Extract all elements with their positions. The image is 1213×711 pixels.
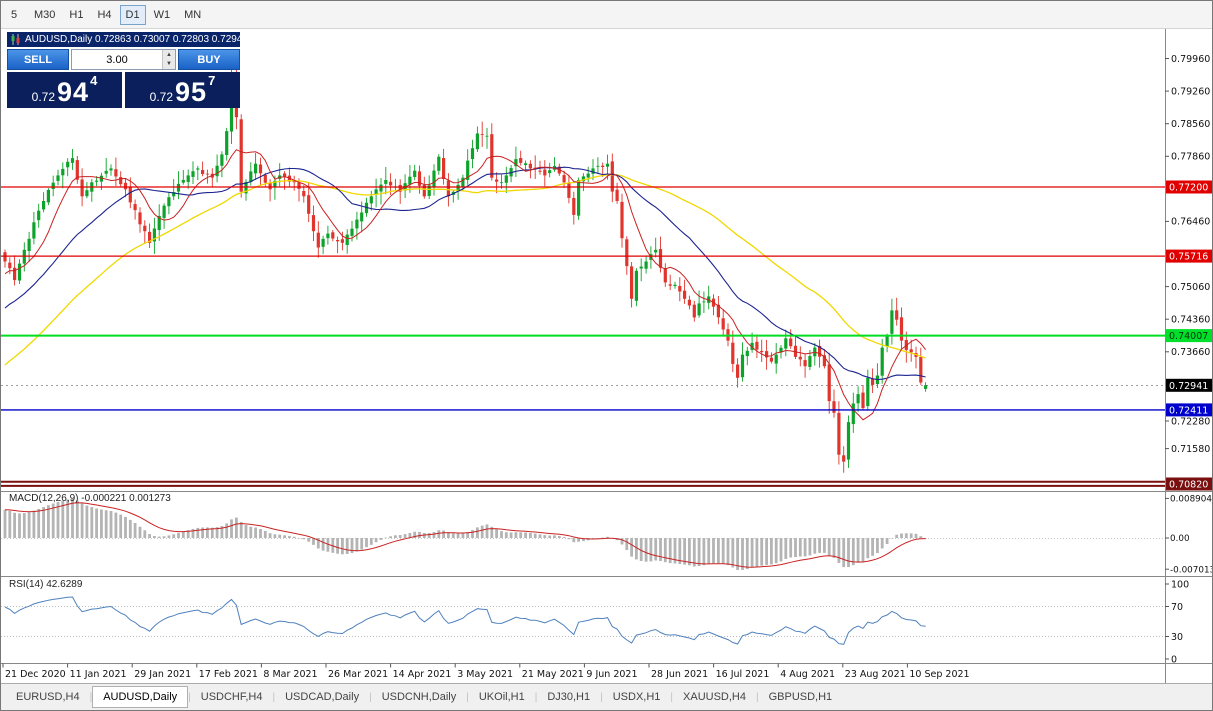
svg-text:0.72941: 0.72941	[1169, 381, 1208, 392]
chart-tab-USDX-H1[interactable]: USDX,H1	[612, 691, 661, 703]
svg-text:0.75060: 0.75060	[1171, 282, 1210, 293]
timeframe-button-5[interactable]: 5	[10, 8, 18, 21]
svg-text:0.72280: 0.72280	[1171, 416, 1210, 427]
svg-text:0.00: 0.00	[1170, 534, 1190, 544]
svg-text:0.74360: 0.74360	[1171, 315, 1210, 326]
svg-text:0.74007: 0.74007	[1169, 331, 1208, 342]
chart-title-text: AUDUSD,Daily 0.72863 0.73007 0.72803 0.7…	[25, 34, 240, 45]
svg-text:70: 70	[1171, 602, 1183, 613]
tab-separator: |	[188, 691, 191, 703]
svg-text:0.75716: 0.75716	[1169, 252, 1208, 263]
svg-text:23 Aug 2021: 23 Aug 2021	[845, 669, 906, 680]
tab-separator: |	[466, 691, 469, 703]
svg-text:0.73660: 0.73660	[1171, 347, 1210, 358]
sell-price-display[interactable]: 0.72 94 4	[7, 72, 122, 108]
chart-tab-AUDUSD-Daily[interactable]: AUDUSD,Daily	[92, 686, 189, 708]
chart-tabs-bar: EURUSD,H4 | AUDUSD,Daily | USDCHF,H4 | USDCAD,…	[1, 683, 1212, 710]
tab-separator: |	[89, 691, 93, 703]
timeframe-button-W1[interactable]: W1	[153, 8, 171, 21]
chart-window-title: AUDUSD,Daily 0.72863 0.73007 0.72803 0.7…	[7, 32, 240, 47]
chart-tab-GBPUSD-H1[interactable]: GBPUSD,H1	[768, 691, 833, 703]
timeframe-button-M30[interactable]: M30	[34, 8, 56, 21]
chart-tab-USDCAD-Daily[interactable]: USDCAD,Daily	[285, 691, 360, 703]
tab-separator: |	[369, 691, 372, 703]
macd-label: MACD(12,26,9) -0.000221 0.001273	[9, 493, 171, 504]
chart-tab-DJ30-H1[interactable]: DJ30,H1	[547, 691, 591, 703]
svg-text:14 Apr 2021: 14 Apr 2021	[393, 669, 452, 680]
svg-text:4 Aug 2021: 4 Aug 2021	[780, 669, 835, 680]
svg-text:29 Jan 2021: 29 Jan 2021	[134, 669, 191, 680]
svg-text:0.70820: 0.70820	[1169, 480, 1208, 491]
chart-tab-XAUUSD-H4[interactable]: XAUUSD,H4	[683, 691, 746, 703]
svg-text:-0.007013: -0.007013	[1170, 565, 1213, 575]
svg-text:16 Jul 2021: 16 Jul 2021	[716, 669, 770, 680]
svg-text:0.76460: 0.76460	[1171, 217, 1210, 228]
svg-text:0.78560: 0.78560	[1171, 119, 1210, 130]
tab-separator: |	[272, 691, 276, 703]
chart-tab-USDCNH-Daily[interactable]: USDCNH,Daily	[381, 691, 457, 703]
svg-text:30: 30	[1171, 632, 1183, 643]
svg-text:0.008904: 0.008904	[1170, 495, 1212, 505]
svg-text:10 Sep 2021: 10 Sep 2021	[909, 669, 969, 680]
svg-text:9 Jun 2021: 9 Jun 2021	[586, 669, 637, 680]
volume-down-icon[interactable]: ▼	[163, 59, 175, 69]
chart-canvas[interactable]: 0.79960 0.79260 0.78560 0.77860 0.76460 0.750…	[1, 29, 1213, 685]
timeframe-toolbar: 5 M30 H1 H4 D1 W1 MN	[1, 1, 1212, 29]
tab-separator: |	[600, 691, 603, 703]
svg-text:8 Mar 2021: 8 Mar 2021	[263, 669, 317, 680]
chart-tab-UKOil-H1[interactable]: UKOil,H1	[478, 691, 525, 703]
volume-spinner: ▲ ▼	[162, 50, 175, 69]
volume-up-icon[interactable]: ▲	[163, 50, 175, 60]
buy-price-pip-digit: 7	[208, 73, 216, 88]
one-click-trading-panel: SELL 3.00 ▲ ▼ BUY 0.72 94 4 0.72 95 7	[7, 49, 240, 108]
buy-price-prefix: 0.72	[149, 90, 174, 104]
chart-icon	[10, 34, 22, 45]
svg-text:26 Mar 2021: 26 Mar 2021	[328, 669, 388, 680]
svg-text:21 Dec 2020: 21 Dec 2020	[5, 669, 66, 680]
buy-price-display[interactable]: 0.72 95 7	[125, 72, 240, 108]
svg-text:28 Jun 2021: 28 Jun 2021	[651, 669, 708, 680]
timeframe-button-D1[interactable]: D1	[119, 4, 146, 25]
tab-separator: |	[534, 691, 538, 703]
volume-input[interactable]: 3.00	[106, 53, 128, 66]
chart-tab-USDCHF-H4[interactable]: USDCHF,H4	[200, 691, 263, 703]
svg-text:17 Feb 2021: 17 Feb 2021	[199, 669, 258, 680]
timeframe-button-H1[interactable]: H1	[69, 8, 84, 21]
svg-text:0.77860: 0.77860	[1171, 152, 1210, 163]
svg-text:0: 0	[1171, 654, 1177, 665]
svg-text:0.77200: 0.77200	[1169, 183, 1208, 194]
svg-text:0.79960: 0.79960	[1171, 54, 1210, 65]
sell-price-big-digits: 94	[57, 77, 90, 107]
buy-button[interactable]: BUY	[178, 49, 240, 70]
tab-separator: |	[670, 691, 674, 703]
svg-text:100: 100	[1171, 579, 1189, 590]
chart-tab-EURUSD-H4[interactable]: EURUSD,H4	[16, 691, 80, 703]
svg-text:0.79260: 0.79260	[1171, 86, 1210, 97]
timeframe-button-MN[interactable]: MN	[184, 8, 202, 21]
sell-price-prefix: 0.72	[31, 90, 56, 104]
volume-control: 3.00 ▲ ▼	[71, 49, 176, 70]
svg-text:11 Jan 2021: 11 Jan 2021	[70, 669, 127, 680]
svg-text:3 May 2021: 3 May 2021	[457, 669, 513, 680]
sell-price-pip-digit: 4	[90, 73, 98, 88]
sell-button[interactable]: SELL	[7, 49, 69, 70]
svg-text:21 May 2021: 21 May 2021	[522, 669, 584, 680]
buy-price-big-digits: 95	[175, 77, 208, 107]
timeframe-button-H4[interactable]: H4	[97, 8, 112, 21]
rsi-label: RSI(14) 42.6289	[9, 579, 83, 590]
tab-separator: |	[755, 691, 759, 703]
svg-text:0.72411: 0.72411	[1169, 405, 1208, 416]
svg-text:0.71580: 0.71580	[1171, 444, 1210, 455]
